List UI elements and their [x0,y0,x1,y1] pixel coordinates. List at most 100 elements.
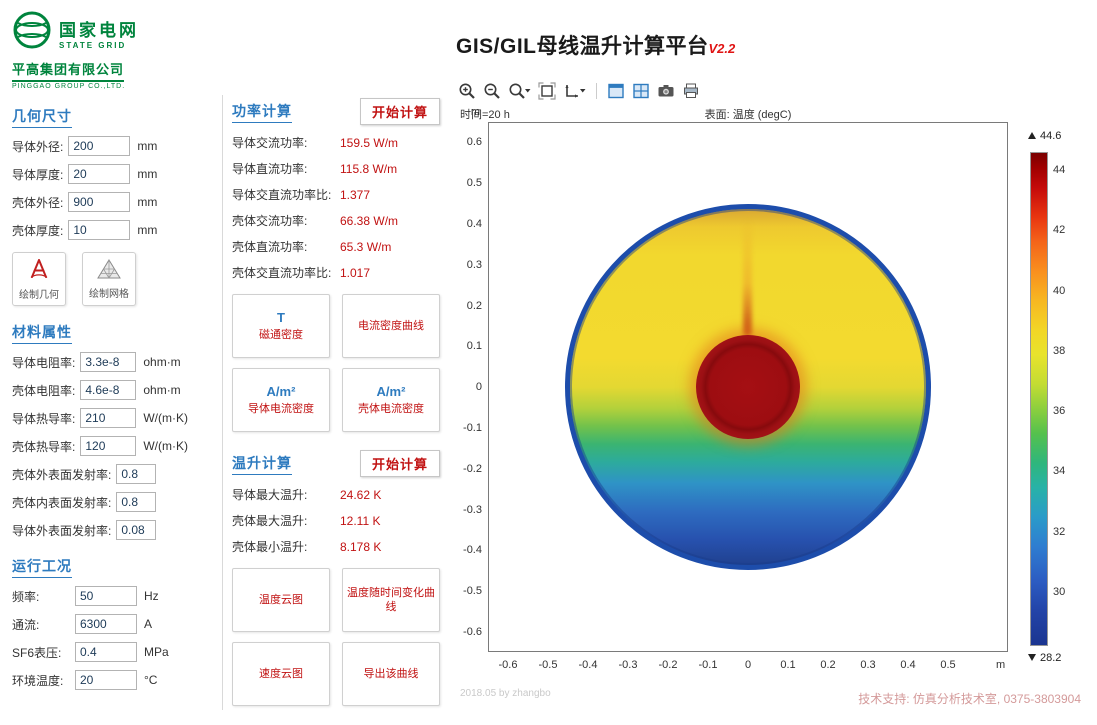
window-plot-icon[interactable] [607,82,625,100]
unit-label: mm [137,139,158,153]
conductor-resistivity-input[interactable] [80,352,137,372]
colorbar-tick: 42 [1053,224,1066,236]
draw-mesh-button[interactable]: 绘制网格 [82,252,136,306]
temp-calc-start-button[interactable]: 开始计算 [359,450,440,477]
zoom-box-dropdown-icon[interactable] [508,82,531,100]
conductor-thickness-input[interactable] [68,164,131,184]
conductor-outer-diameter-input[interactable] [68,136,131,156]
x-tick-label: 0 [744,659,752,671]
result-row: 壳体直流功率: 65.3 W/m [232,238,440,255]
shell-min-rise-value: 8.178 K [340,540,382,554]
unit-label: Hz [144,589,159,603]
result-row: 壳体交直流功率比: 1.017 [232,264,440,281]
conductor-acdc-ratio-value: 1.377 [340,188,371,202]
shell-thermal-conductivity-input[interactable] [80,436,137,456]
current-label: 通流: [12,617,40,632]
shell-acdc-ratio-value: 1.017 [340,266,371,280]
plot-canvas[interactable] [488,122,1008,652]
temperature-contour-label: 温度云图 [259,593,303,606]
power-calc-start-button[interactable]: 开始计算 [359,98,440,125]
export-curve-button[interactable]: 导出该曲线 [342,642,440,706]
y-tick-label: -0.3 [463,504,482,516]
colorbar-tick: 32 [1053,526,1066,538]
app-version-text: V2.2 [708,41,736,56]
shell-inner-emissivity-input[interactable] [116,492,157,512]
y-tick-label: 0.6 [466,136,482,148]
brand-logo: 国家电网 STATE GRID [12,10,217,55]
temperature-time-curve-label: 温度随时间变化曲线 [347,586,435,613]
conductor-ac-power-value: 159.5 W/m [340,136,399,150]
zoom-out-icon[interactable] [483,82,501,100]
y-tick-label: 0.5 [466,177,482,189]
unit-label: mm [137,195,158,209]
x-tick-label: 0.2 [820,659,836,671]
temperature-section-title: 温升计算 [232,453,292,475]
brand-name-cn: 国家电网 [59,20,139,40]
velocity-contour-button[interactable]: 速度云图 [232,642,330,706]
shell-outer-emissivity-label: 壳体外表面发射率: [12,467,112,482]
power-section-title: 功率计算 [232,101,292,123]
draw-geometry-button[interactable]: 绘制几何 [12,252,66,306]
x-tick-label: -0.2 [658,659,678,671]
conductor-max-rise-label: 导体最大温升: [232,488,308,502]
field-row: 环境温度: °C [12,670,217,690]
shell-dc-power-value: 65.3 W/m [340,240,392,254]
conductor-thickness-label: 导体厚度: [12,167,64,182]
unit-label: W/(m·K) [143,439,188,453]
colorbar-tick: 40 [1053,285,1066,297]
shell-ac-power-value: 66.38 W/m [340,214,399,228]
flux-density-button[interactable]: T 磁通密度 [232,294,330,358]
result-row: 壳体最小温升: 8.178 K [232,538,440,555]
shell-thickness-input[interactable] [68,220,131,240]
shell-outer-emissivity-input[interactable] [116,464,157,484]
field-row: 壳体厚度: mm [12,220,217,240]
results-panel: 功率计算 开始计算 导体交流功率: 159.5 W/m 导体直流功率: 115.… [232,98,440,706]
shell-dc-power-label: 壳体直流功率: [232,240,308,254]
min-marker-icon [1028,654,1036,661]
conductor-outer-emissivity-input[interactable] [116,520,157,540]
temperature-contour-button[interactable]: 温度云图 [232,568,330,632]
shell-thermal-conductivity-label: 壳体热导率: [12,439,76,454]
axis-view-dropdown-icon[interactable] [563,82,586,100]
unit-label: °C [144,673,158,687]
zoom-extents-icon[interactable] [538,82,556,100]
shell-current-density-button[interactable]: A/m² 壳体电流密度 [342,368,440,432]
colorbar-min-value: 28.2 [1040,652,1062,664]
window-grid-icon[interactable] [632,82,650,100]
unit-label: MPa [144,645,169,659]
column-divider [222,95,223,710]
conductor-outer-emissivity-label: 导体外表面发射率: [12,523,112,538]
current-density-curve-button[interactable]: 电流密度曲线 [342,294,440,358]
frequency-input[interactable] [75,586,137,606]
field-row: SF6表压: MPa [12,642,217,662]
shell-outer-diameter-label: 壳体外径: [12,195,64,210]
camera-icon[interactable] [657,82,675,100]
conductor-outer-diameter-label: 导体外径: [12,139,64,154]
company-name-en: PINGGAO GROUP CO.,LTD. [12,83,126,90]
current-input[interactable] [75,614,137,634]
print-icon[interactable] [682,82,700,100]
field-row: 壳体外径: mm [12,192,217,212]
conductor-current-density-button[interactable]: A/m² 导体电流密度 [232,368,330,432]
conductor-thermal-conductivity-input[interactable] [80,408,137,428]
x-tick-label: 0.4 [900,659,916,671]
material-section: 材料属性 导体电阻率: ohm·m 壳体电阻率: ohm·m 导体热导率: W/… [12,322,217,540]
unit-label: A [144,617,153,631]
zoom-in-icon[interactable] [458,82,476,100]
y-tick-label: 0.2 [466,300,482,312]
unit-label: W/(m·K) [143,411,188,425]
ambient-temperature-input[interactable] [75,670,137,690]
sf6-pressure-input[interactable] [75,642,137,662]
x-tick-label: -0.5 [538,659,558,671]
unit-label: ohm·m [143,355,181,369]
operating-section-title: 运行工况 [12,556,72,578]
shell-max-rise-value: 12.11 K [340,514,381,528]
result-row: 壳体最大温升: 12.11 K [232,512,440,529]
shell-outer-diameter-input[interactable] [68,192,131,212]
field-row: 壳体电阻率: ohm·m [12,380,217,400]
y-tick-label: 0 [475,381,482,393]
flux-density-label: 磁通密度 [259,328,303,341]
x-tick-label: -0.6 [498,659,518,671]
temperature-time-curve-button[interactable]: 温度随时间变化曲线 [342,568,440,632]
shell-resistivity-input[interactable] [80,380,137,400]
